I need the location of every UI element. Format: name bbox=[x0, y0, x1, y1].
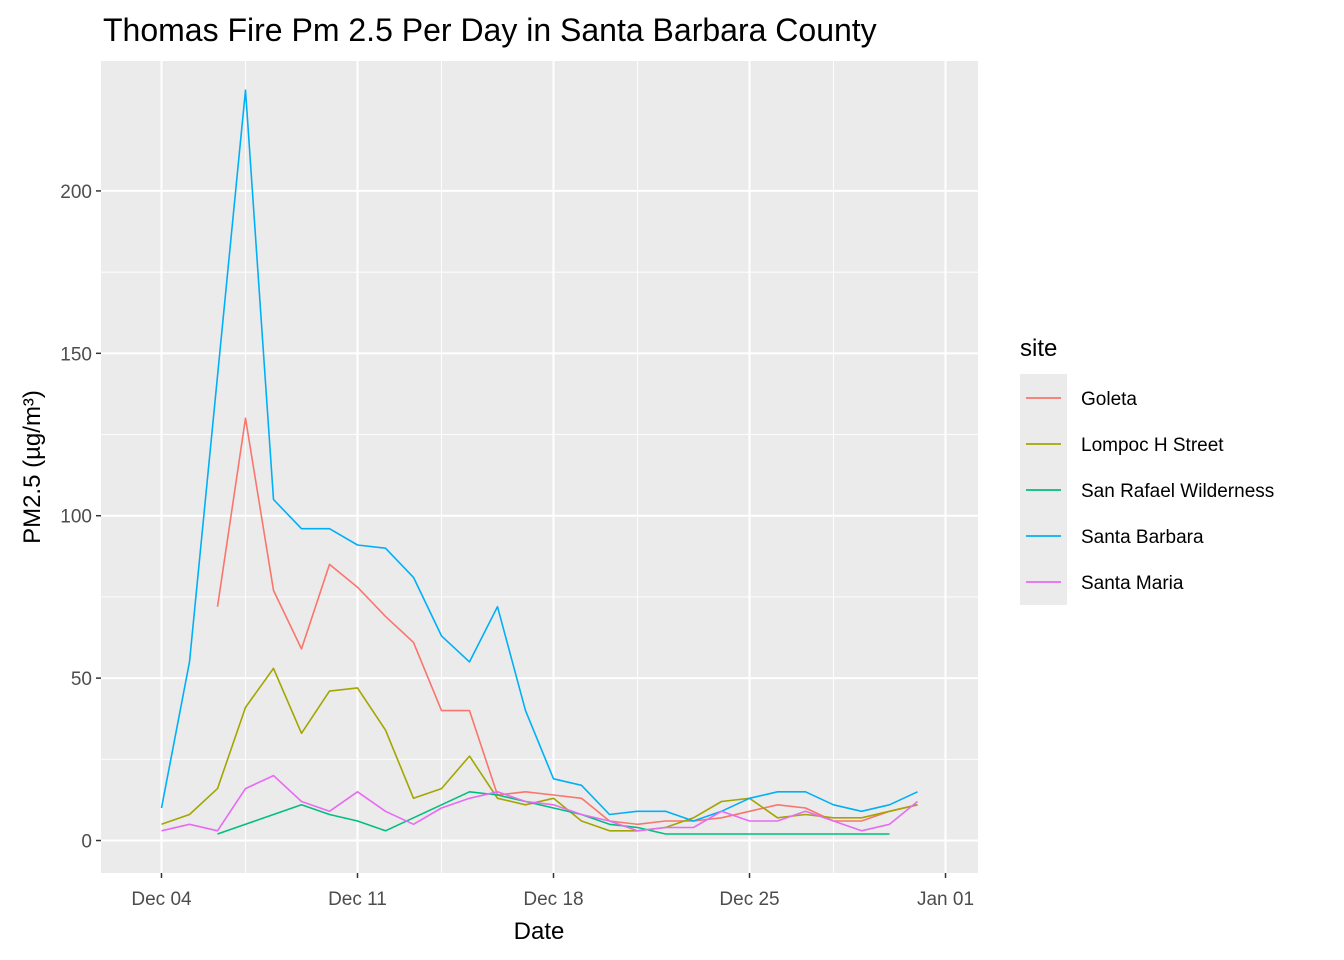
series-line-santa-barbara bbox=[160, 89, 918, 822]
legend: site Goleta Lompoc H Street San Rafael Wil… bbox=[1020, 335, 1274, 605]
y-tick-label: 100 bbox=[60, 507, 92, 528]
y-axis-title: PM2.5 (µg/m³) bbox=[19, 390, 46, 544]
grid bbox=[101, 61, 978, 873]
axes: 0 50 100 150 200 Dec 04 Dec 11 Dec 18 Dec 25 Jan … bbox=[60, 182, 974, 910]
y-tick-label: 0 bbox=[81, 832, 92, 853]
series-lines bbox=[160, 89, 919, 835]
legend-label-lompoc-h-street: Lompoc H Street bbox=[1081, 435, 1224, 456]
series-line-san-rafael-wilderness bbox=[217, 790, 890, 835]
x-tick-label: Dec 18 bbox=[523, 889, 583, 910]
series-line-goleta bbox=[216, 417, 918, 826]
legend-label-santa-maria: Santa Maria bbox=[1081, 573, 1184, 594]
y-tick-label: 150 bbox=[60, 344, 92, 365]
x-axis-title: Date bbox=[514, 918, 565, 945]
x-tick-label: Dec 25 bbox=[719, 889, 779, 910]
legend-title: site bbox=[1020, 335, 1057, 362]
x-tick-label: Dec 04 bbox=[131, 889, 192, 910]
legend-label-santa-barbara: Santa Barbara bbox=[1081, 527, 1204, 548]
y-tick-label: 50 bbox=[71, 669, 92, 690]
legend-label-goleta: Goleta bbox=[1081, 389, 1137, 410]
y-tick-label: 200 bbox=[60, 182, 92, 203]
legend-label-san-rafael-wilderness: San Rafael Wilderness bbox=[1081, 481, 1274, 502]
x-tick-label: Jan 01 bbox=[917, 889, 974, 910]
series-line-santa-maria bbox=[161, 774, 919, 832]
plot-panel bbox=[101, 61, 978, 873]
x-tick-label: Dec 11 bbox=[328, 889, 387, 910]
chart-title: Thomas Fire Pm 2.5 Per Day in Santa Barb… bbox=[103, 12, 877, 48]
